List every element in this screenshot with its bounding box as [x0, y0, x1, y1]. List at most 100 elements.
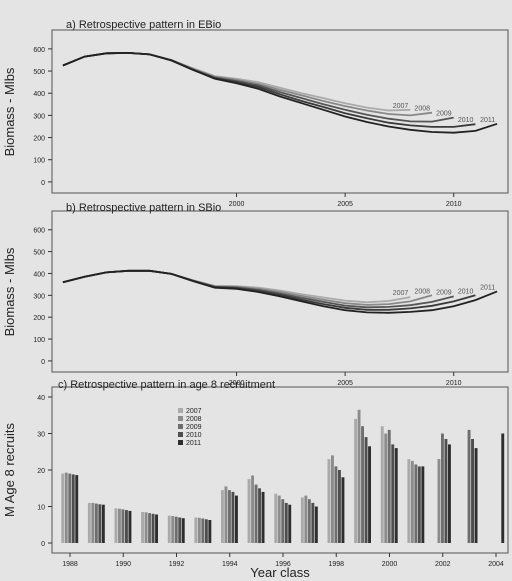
panel-b-ytick-label: 400 — [33, 271, 45, 278]
panel-c-bar-1995-2008 — [251, 475, 254, 543]
panel-c-bar-1997-2009 — [307, 499, 311, 543]
panel-c-bar-2000-2008 — [384, 433, 388, 543]
panel-a-ytick-label: 400 — [33, 91, 45, 98]
panel-c-bar-1993-2010 — [204, 519, 208, 543]
panel-c-bar-1994-2008 — [224, 486, 228, 543]
panel-b-title: b) Retrospective pattern in SBio — [66, 202, 221, 214]
panel-c-xtick-label: 1992 — [169, 561, 185, 568]
panel-b-series-label-2007: 2007 — [393, 290, 409, 297]
panel-c-bar-1995-2009 — [254, 484, 258, 543]
panel-c-bar-1996-2009 — [281, 499, 285, 543]
panel-b-xtick-label: 2010 — [446, 380, 462, 387]
panel-a-series-label-2009: 2009 — [436, 111, 452, 118]
panel-b-ytick-label: 600 — [33, 228, 45, 235]
panel-c-bar-1990-2009 — [121, 509, 125, 543]
panel-c-legend-label-2007: 2007 — [186, 408, 202, 415]
panel-c-bar-1995-2007 — [247, 479, 251, 543]
panel-c-bar-1989-2008 — [91, 502, 95, 543]
panel-c-bar-1993-2009 — [201, 518, 205, 543]
panel-c-bar-1991-2010 — [151, 513, 155, 543]
panel-c-bar-1998-2008 — [331, 455, 334, 543]
panel-c-legend-swatch-2009 — [178, 424, 183, 429]
panel-c-bar-1999-2011 — [368, 446, 371, 543]
panel-c-bar-1997-2010 — [311, 502, 315, 543]
panel-c-bar-2001-2011 — [421, 466, 425, 543]
panel-b-ytick-label: 200 — [33, 315, 45, 322]
panel-c-bar-1995-2011 — [261, 491, 265, 543]
panel-c-xtick-label: 2004 — [488, 561, 504, 568]
panel-c-bar-1994-2007 — [221, 490, 224, 543]
panel-c-bar-1998-2009 — [334, 466, 338, 543]
panel-c-bar-1993-2011 — [208, 520, 212, 543]
panel-c-bar-2002-2011 — [448, 444, 451, 543]
panel-c-bar-1991-2009 — [148, 513, 151, 543]
panel-c-bar-1999-2010 — [364, 437, 368, 543]
panel-c-legend-swatch-2010 — [178, 432, 183, 437]
panel-c-bar-2002-2009 — [441, 433, 444, 543]
panel-c-bar-1999-2009 — [361, 426, 364, 543]
panel-b-ytick-label: 100 — [33, 337, 45, 344]
panel-c-legend-swatch-2007 — [178, 408, 183, 413]
panel-c-bar-1998-2011 — [341, 477, 345, 543]
panel-c-bar-1991-2008 — [144, 512, 148, 543]
panel-c-xtick-label: 2002 — [435, 561, 451, 568]
panel-c-ylabel: M Age 8 recruits — [2, 423, 17, 517]
panel-a-ylabel: Biomass - Mlbs — [2, 67, 17, 156]
panel-c-bar-1997-2011 — [314, 506, 318, 543]
panel-c-bar-1991-2007 — [141, 512, 144, 543]
panel-c-bar-1988-2009 — [68, 473, 72, 543]
panel-c-xtick-label: 1990 — [115, 561, 131, 568]
panel-c-bar-1992-2007 — [167, 515, 171, 543]
panel-a-ytick-label: 600 — [33, 47, 45, 54]
panel-c-bar-1998-2010 — [338, 470, 341, 543]
panel-a-ytick-label: 200 — [33, 136, 45, 143]
panel-c-bar-1992-2010 — [178, 517, 182, 543]
panel-c-ytick-label: 10 — [37, 505, 45, 512]
panel-c-bar-1999-2007 — [354, 418, 357, 543]
panel-c-bar-1994-2010 — [231, 491, 235, 543]
panel-c-bar-2003-2009 — [467, 429, 471, 543]
panel-c-legend-label-2010: 2010 — [186, 432, 202, 439]
panel-c-ytick-label: 30 — [37, 432, 45, 439]
panel-c-bar-1989-2007 — [87, 502, 91, 543]
panel-c-bar-1997-2008 — [304, 495, 308, 543]
panel-c-bar-1989-2010 — [98, 504, 102, 543]
panel-c-bar-1999-2008 — [357, 409, 361, 543]
panel-a-title: a) Retrospective pattern in EBio — [66, 19, 221, 31]
panel-a-series-label-2007: 2007 — [393, 103, 409, 110]
panel-c-bar-2002-2008 — [437, 459, 441, 543]
panel-a-series-label-2010: 2010 — [458, 117, 474, 124]
panel-c-bar-2000-2009 — [387, 429, 391, 543]
panel-c-bar-1992-2009 — [174, 516, 178, 543]
panel-a-series-2011 — [62, 51, 498, 134]
panel-b-frame — [51, 210, 509, 373]
panel-c-ytick-label: 40 — [37, 395, 45, 402]
panel-b-series-label-2010: 2010 — [458, 288, 474, 295]
panel-c-bar-2003-2010 — [471, 439, 474, 543]
panel-c-xlabel: Year class — [250, 565, 310, 580]
panel-b-series-label-2009: 2009 — [436, 289, 452, 296]
panel-c-xtick-label: 1994 — [222, 561, 238, 568]
panel-c-bar-2000-2010 — [391, 444, 395, 543]
panel-b-xtick-label: 2005 — [337, 380, 353, 387]
panel-c-bar-2001-2009 — [414, 464, 418, 543]
panel-c-bar-2001-2010 — [417, 466, 421, 543]
panel-b-series-label-2008: 2008 — [414, 288, 430, 295]
panel-c-bar-1988-2007 — [61, 473, 65, 543]
panel-c-bar-2001-2008 — [410, 460, 414, 543]
panel-c-bar-2000-2007 — [380, 426, 384, 543]
panel-c-bar-2002-2010 — [444, 439, 448, 543]
panel-c-xtick-label: 1998 — [328, 561, 344, 568]
panel-c-bar-2004-2011 — [501, 433, 505, 543]
panel-c-bar-1993-2008 — [197, 517, 201, 543]
panel-a-frame — [51, 29, 509, 194]
panel-b-series-label-2011: 2011 — [480, 284, 495, 291]
panel-b-series-2011 — [62, 269, 498, 314]
panel-c-legend-swatch-2008 — [178, 416, 183, 421]
panel-a-xtick-label: 2010 — [446, 201, 462, 208]
panel-a-xtick-label: 2000 — [229, 201, 245, 208]
panel-c-title: c) Retrospective pattern in age 8 recrui… — [58, 379, 275, 391]
panel-b-xtick-label: 2000 — [229, 380, 245, 387]
panel-c-bar-1996-2007 — [274, 493, 278, 543]
